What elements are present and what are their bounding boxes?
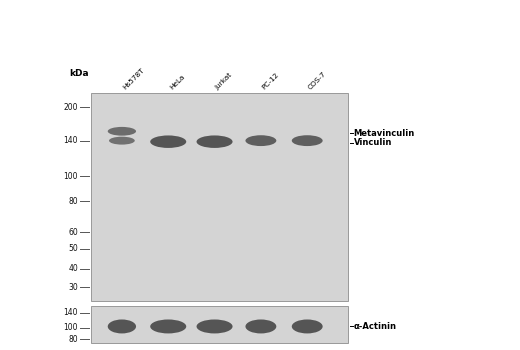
Text: 60: 60 bbox=[68, 228, 78, 237]
Ellipse shape bbox=[108, 320, 136, 334]
Text: COS-7: COS-7 bbox=[307, 71, 328, 91]
Text: PC-12: PC-12 bbox=[261, 72, 280, 91]
Text: Jurkat: Jurkat bbox=[215, 72, 233, 91]
Ellipse shape bbox=[108, 127, 136, 136]
Ellipse shape bbox=[292, 135, 323, 146]
Text: Hs578T: Hs578T bbox=[122, 67, 146, 91]
Text: 80: 80 bbox=[68, 197, 78, 205]
Bar bbox=[91, 93, 348, 301]
Text: 100: 100 bbox=[63, 172, 78, 181]
Ellipse shape bbox=[245, 320, 276, 334]
Text: Vinculin: Vinculin bbox=[354, 138, 392, 147]
Text: 140: 140 bbox=[63, 308, 78, 317]
Text: 80: 80 bbox=[68, 335, 78, 344]
Ellipse shape bbox=[150, 320, 186, 334]
Ellipse shape bbox=[197, 135, 232, 148]
Bar bbox=[91, 306, 348, 343]
Text: 100: 100 bbox=[63, 323, 78, 332]
Text: α-Actinin: α-Actinin bbox=[354, 322, 397, 331]
Text: 40: 40 bbox=[68, 264, 78, 273]
Ellipse shape bbox=[109, 137, 135, 145]
Text: Metavinculin: Metavinculin bbox=[354, 129, 415, 138]
Ellipse shape bbox=[197, 320, 232, 334]
Text: kDa: kDa bbox=[69, 69, 88, 78]
Text: 140: 140 bbox=[63, 136, 78, 145]
Text: 30: 30 bbox=[68, 283, 78, 292]
Ellipse shape bbox=[292, 320, 323, 334]
Ellipse shape bbox=[150, 135, 186, 148]
Text: HeLa: HeLa bbox=[168, 74, 186, 91]
Ellipse shape bbox=[245, 135, 276, 146]
Text: 50: 50 bbox=[68, 244, 78, 253]
Text: 200: 200 bbox=[63, 103, 78, 112]
